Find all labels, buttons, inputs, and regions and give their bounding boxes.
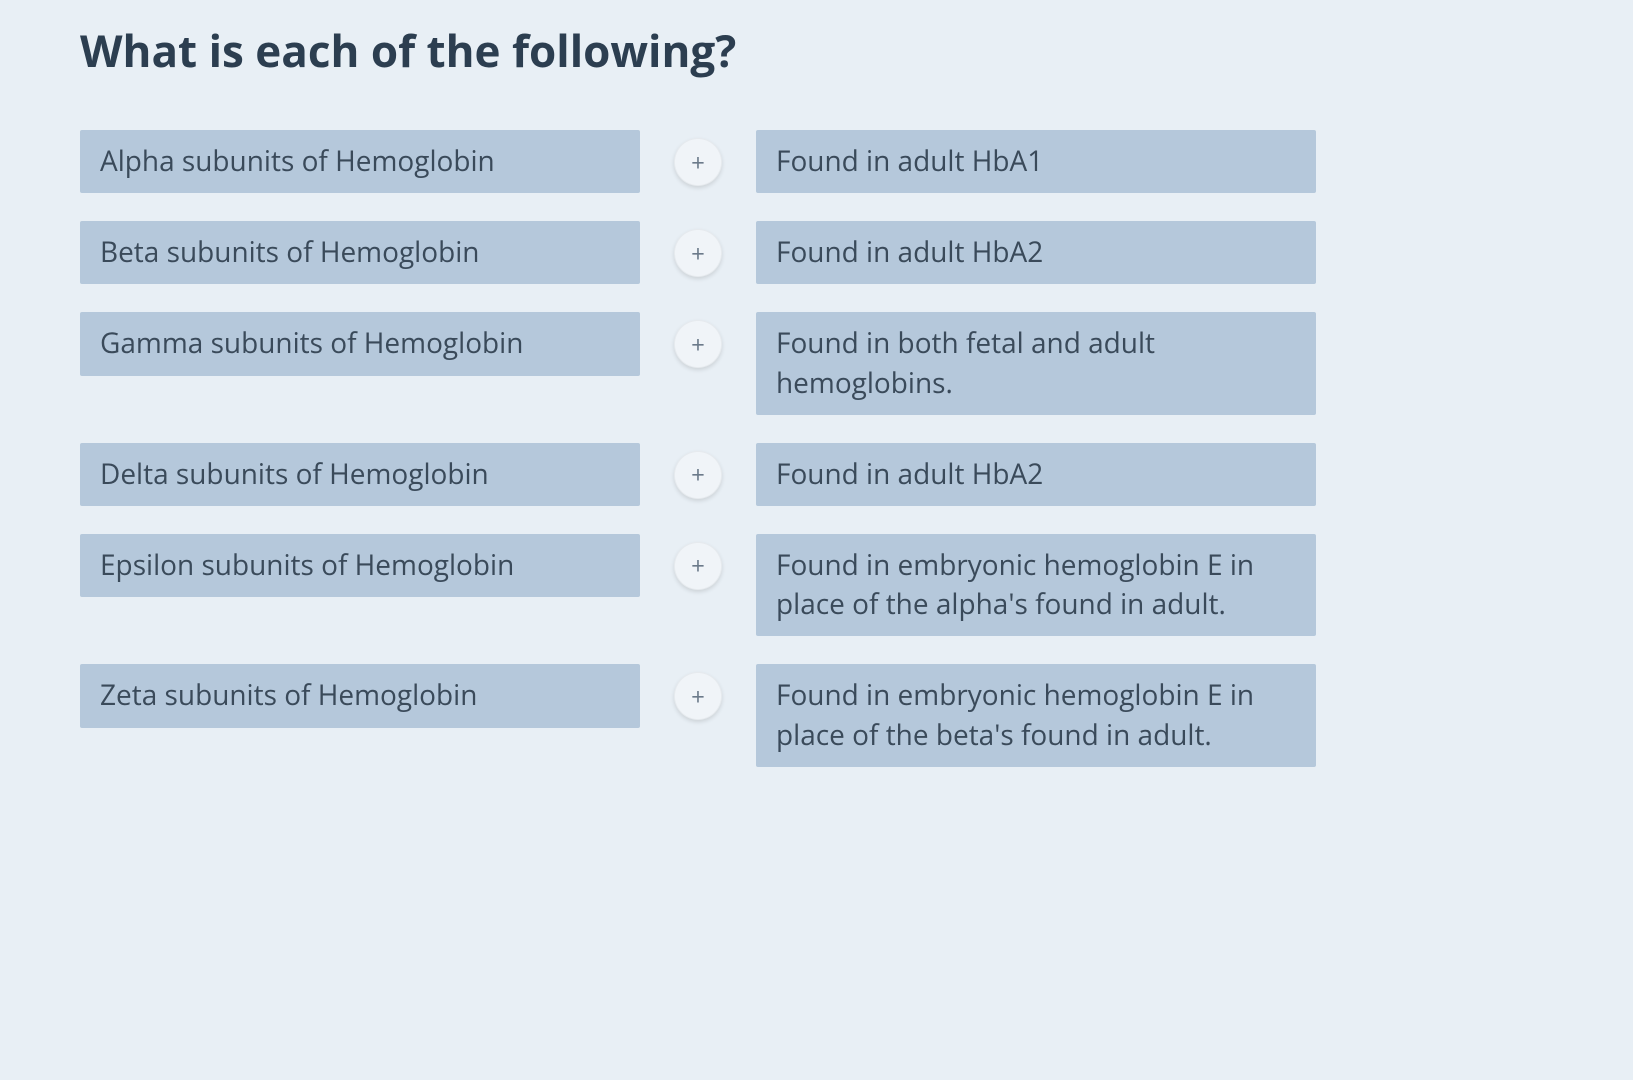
right-col: Found in embryonic hemoglobin E in place… — [756, 664, 1316, 766]
right-col: Found in adult HbA2 — [756, 221, 1316, 284]
match-row: Zeta subunits of Hemoglobin + Found in e… — [80, 664, 1553, 766]
match-row: Delta subunits of Hemoglobin + Found in … — [80, 443, 1553, 506]
page-title: What is each of the following? — [80, 20, 1553, 80]
definition-pill[interactable]: Found in adult HbA1 — [756, 130, 1316, 193]
plus-col: + — [668, 130, 728, 186]
left-col: Beta subunits of Hemoglobin — [80, 221, 640, 284]
match-row: Epsilon subunits of Hemoglobin + Found i… — [80, 534, 1553, 636]
definition-pill[interactable]: Found in embryonic hemoglobin E in place… — [756, 534, 1316, 636]
term-pill[interactable]: Zeta subunits of Hemoglobin — [80, 664, 640, 727]
plus-button[interactable]: + — [674, 672, 722, 720]
term-pill[interactable]: Delta subunits of Hemoglobin — [80, 443, 640, 506]
plus-col: + — [668, 443, 728, 499]
definition-pill[interactable]: Found in adult HbA2 — [756, 221, 1316, 284]
right-col: Found in embryonic hemoglobin E in place… — [756, 534, 1316, 636]
definition-pill[interactable]: Found in both fetal and adult hemoglobin… — [756, 312, 1316, 414]
plus-button[interactable]: + — [674, 542, 722, 590]
left-col: Gamma subunits of Hemoglobin — [80, 312, 640, 375]
right-col: Found in both fetal and adult hemoglobin… — [756, 312, 1316, 414]
plus-col: + — [668, 664, 728, 720]
plus-button[interactable]: + — [674, 229, 722, 277]
left-col: Alpha subunits of Hemoglobin — [80, 130, 640, 193]
term-pill[interactable]: Beta subunits of Hemoglobin — [80, 221, 640, 284]
plus-button[interactable]: + — [674, 138, 722, 186]
plus-col: + — [668, 312, 728, 368]
definition-pill[interactable]: Found in adult HbA2 — [756, 443, 1316, 506]
definition-pill[interactable]: Found in embryonic hemoglobin E in place… — [756, 664, 1316, 766]
left-col: Epsilon subunits of Hemoglobin — [80, 534, 640, 597]
right-col: Found in adult HbA1 — [756, 130, 1316, 193]
plus-col: + — [668, 221, 728, 277]
left-col: Delta subunits of Hemoglobin — [80, 443, 640, 506]
match-row: Alpha subunits of Hemoglobin + Found in … — [80, 130, 1553, 193]
term-pill[interactable]: Alpha subunits of Hemoglobin — [80, 130, 640, 193]
match-row: Gamma subunits of Hemoglobin + Found in … — [80, 312, 1553, 414]
right-col: Found in adult HbA2 — [756, 443, 1316, 506]
term-pill[interactable]: Gamma subunits of Hemoglobin — [80, 312, 640, 375]
plus-col: + — [668, 534, 728, 590]
term-pill[interactable]: Epsilon subunits of Hemoglobin — [80, 534, 640, 597]
plus-button[interactable]: + — [674, 451, 722, 499]
matching-rows: Alpha subunits of Hemoglobin + Found in … — [80, 130, 1553, 767]
plus-button[interactable]: + — [674, 320, 722, 368]
left-col: Zeta subunits of Hemoglobin — [80, 664, 640, 727]
match-row: Beta subunits of Hemoglobin + Found in a… — [80, 221, 1553, 284]
